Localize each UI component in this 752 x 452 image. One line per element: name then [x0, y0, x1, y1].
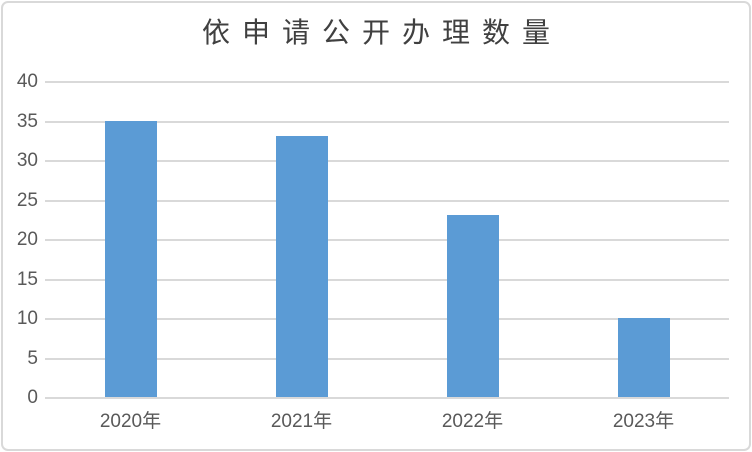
- x-axis-tick-label: 2020年: [99, 411, 162, 432]
- y-axis-tick-label: 30: [16, 150, 38, 171]
- y-axis-tick-label: 25: [16, 189, 38, 211]
- bar-2021年: [275, 136, 328, 397]
- gridline: [45, 318, 729, 320]
- y-axis-tick-label: 5: [27, 347, 38, 369]
- y-axis: 0 5 10 15 20 25 30 35 40: [0, 71, 38, 408]
- y-axis-tick-label: 20: [16, 229, 38, 250]
- plot-area: [45, 81, 729, 399]
- y-axis-tick-label: 0: [27, 387, 38, 408]
- gridline: [45, 120, 729, 123]
- y-axis-tick-label: 15: [16, 268, 38, 290]
- y-axis-tick-label: 10: [16, 308, 38, 329]
- gridline: [45, 199, 729, 202]
- bar-2022年: [446, 215, 499, 397]
- y-axis-tick-label: 40: [16, 71, 38, 92]
- gridline: [45, 81, 729, 83]
- x-axis-tick-label: 2021年: [270, 411, 333, 432]
- gridline: [45, 397, 729, 399]
- x-axis-tick-label: 2022年: [441, 411, 504, 432]
- chart-title: 依申请公开办理数量: [201, 16, 562, 49]
- x-axis: 2020年 2021年 2022年 2023年: [45, 409, 729, 435]
- bar-2023年: [617, 318, 670, 397]
- gridline: [45, 239, 729, 241]
- bar-2020年: [104, 120, 157, 397]
- gridline: [45, 357, 729, 360]
- x-axis-tick-label: 2023年: [612, 411, 675, 432]
- y-axis-tick-label: 35: [16, 110, 38, 132]
- gridline: [45, 278, 729, 281]
- gridline: [45, 160, 729, 162]
